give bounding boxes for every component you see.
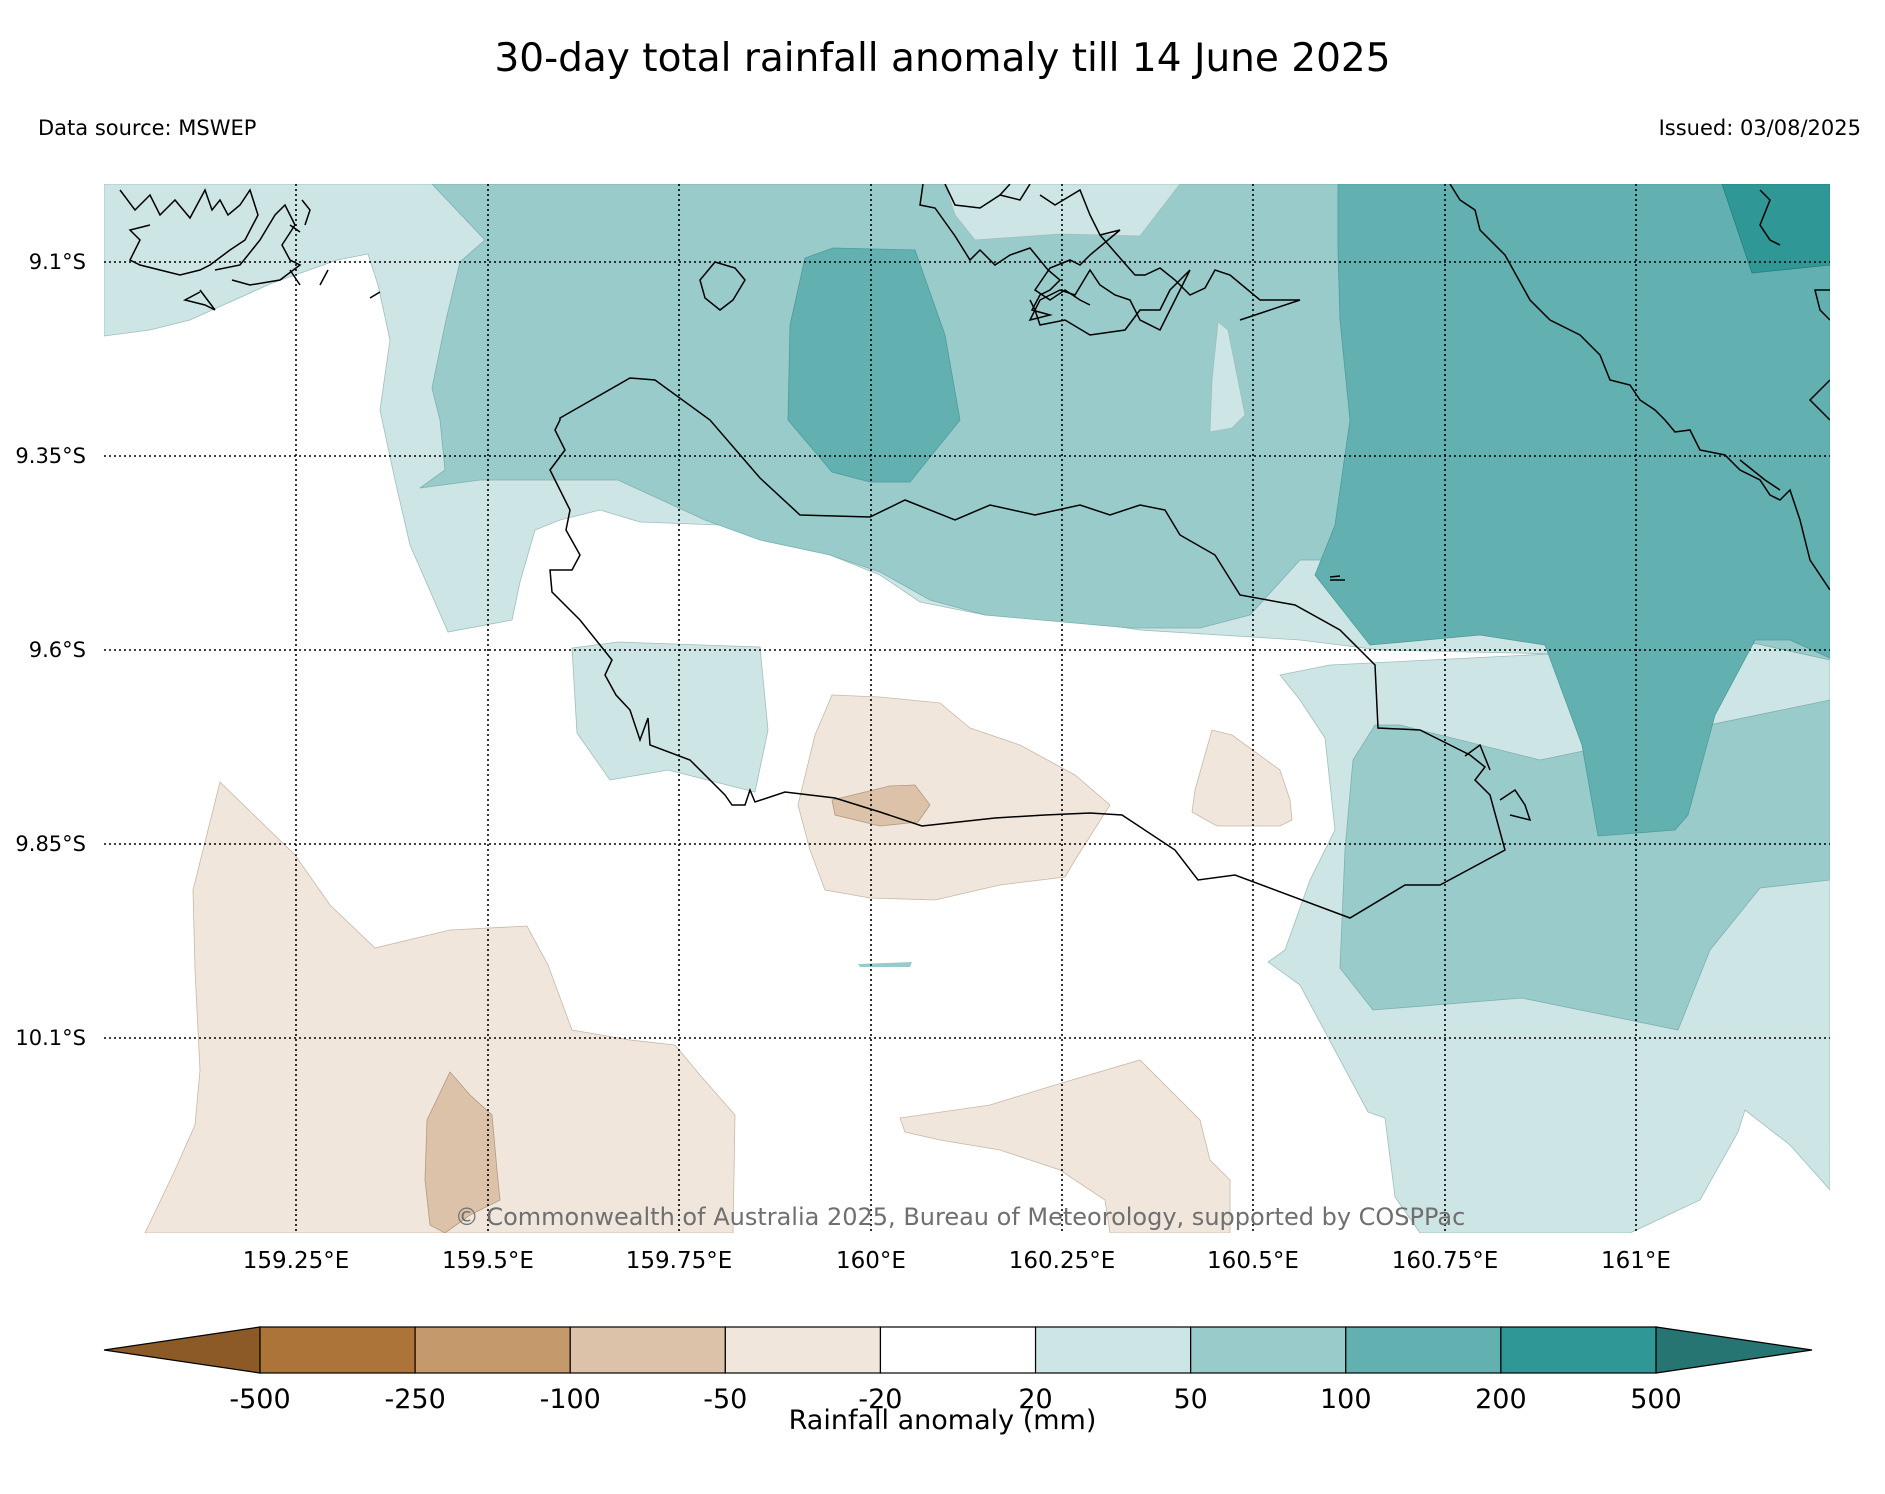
- colorbar-extend-low: [103, 1326, 261, 1374]
- lat-label: 10.1°S: [15, 1026, 86, 1050]
- colorbar-tick-label: -500: [229, 1384, 290, 1415]
- contour-200-500-corner: [1721, 184, 1830, 274]
- contour-20-50-island: [571, 641, 769, 793]
- coastline-nw-islands: [119, 188, 381, 311]
- islet-patch: [858, 962, 912, 967]
- lon-label: 160.25°E: [1009, 1248, 1116, 1274]
- colorbar-tick-label: 200: [1475, 1384, 1527, 1415]
- colorbar-extend-high: [1655, 1326, 1813, 1374]
- lat-label: 9.85°S: [15, 832, 86, 856]
- colorbar-label: Rainfall anomaly (mm): [788, 1405, 1097, 1436]
- colorbar-segment: [259, 1326, 416, 1374]
- lon-label: 159.5°E: [442, 1248, 534, 1274]
- colorbar-segment: [1345, 1326, 1502, 1374]
- colorbar: -500 -250 -100 -50 -20 20 50 100 200 500: [103, 1326, 1813, 1415]
- lon-label: 159.25°E: [243, 1248, 350, 1274]
- colorbar-segment: [879, 1326, 1037, 1374]
- colorbar-tick-label: -50: [703, 1384, 747, 1415]
- coastline-layer: [119, 184, 1830, 919]
- lat-label: 9.6°S: [29, 638, 86, 662]
- colorbar-tick-label: -250: [384, 1384, 445, 1415]
- colorbar-segment: [569, 1326, 726, 1374]
- lon-label: 160.75°E: [1392, 1248, 1499, 1274]
- copyright-notice: © Commonwealth of Australia 2025, Bureau…: [455, 1203, 1466, 1231]
- lon-label: 159.75°E: [626, 1248, 733, 1274]
- coastline-malaita-east: [1739, 189, 1830, 491]
- contour-layer: [104, 184, 1830, 1233]
- contour-neg20-neg50-east: [1191, 729, 1293, 827]
- contour-neg20-neg50-southwest: [144, 781, 736, 1233]
- chart-title: 30-day total rainfall anomaly till 14 Ju…: [494, 36, 1391, 81]
- colorbar-tick-label: -20: [858, 1384, 902, 1415]
- colorbar-tick-label: 50: [1173, 1384, 1207, 1415]
- lat-label: 9.1°S: [29, 250, 86, 274]
- colorbar-segment: [414, 1326, 571, 1374]
- colorbar-tick-label: 20: [1018, 1384, 1052, 1415]
- lon-label: 160°E: [836, 1248, 906, 1274]
- colorbar-tick-label: 500: [1630, 1384, 1682, 1415]
- contour-50-100-east: [1339, 699, 1830, 1031]
- colorbar-segment: [1190, 1326, 1347, 1374]
- colorbar-tick-label: -100: [540, 1384, 601, 1415]
- contour-20-50-patch-top: [944, 184, 1181, 241]
- coastline-guadalcanal: [549, 377, 1506, 919]
- issued-date-label: Issued: 03/08/2025: [1658, 116, 1861, 140]
- contour-neg20-neg50-south: [899, 1059, 1231, 1233]
- colorbar-segment: [1034, 1326, 1192, 1374]
- data-source-label: Data source: MSWEP: [38, 116, 257, 140]
- contour-100-200-central: [787, 247, 961, 483]
- lat-labels: 9.1°S 9.35°S 9.6°S 9.85°S 10.1°S: [15, 250, 86, 1050]
- coastline-ngella-small: [1329, 575, 1532, 822]
- lon-label: 161°E: [1601, 1248, 1671, 1274]
- contour-neg50-neg100-south: [424, 1071, 501, 1233]
- contour-20-50-patch-lake: [1209, 321, 1246, 433]
- contour-100-200-east: [1314, 184, 1830, 837]
- colorbar-tick-label: 100: [1320, 1384, 1372, 1415]
- coastline-malaita: [1449, 184, 1830, 591]
- coastline-florida-north: [944, 184, 1301, 321]
- lat-label: 9.35°S: [15, 444, 86, 468]
- colorbar-segment: [1500, 1326, 1657, 1374]
- contour-neg50-neg100-center: [831, 784, 931, 827]
- lon-label: 160.5°E: [1207, 1248, 1299, 1274]
- colorbar-segment: [724, 1326, 882, 1374]
- contour-neg20-neg50-center: [797, 694, 1111, 901]
- lon-labels: 159.25°E 159.5°E 159.75°E 160°E 160.25°E…: [243, 1248, 1671, 1274]
- coastline-savo-island: [699, 261, 746, 311]
